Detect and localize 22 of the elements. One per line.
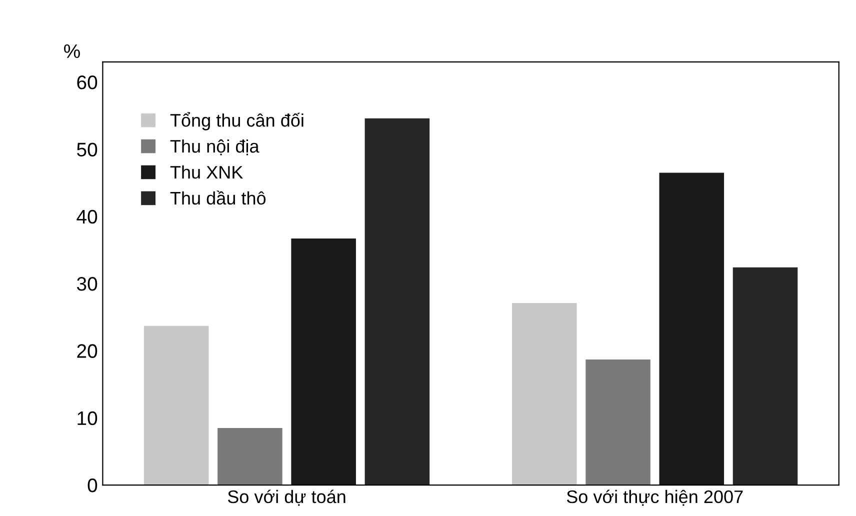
legend-label: Thu nội địa [170, 139, 260, 156]
y-tick-label: 10 [78, 411, 98, 426]
bar [364, 118, 430, 486]
bar [144, 326, 209, 486]
x-tick-label: So với thực hiện 2007 [566, 490, 743, 506]
y-tick-label: 0 [88, 478, 98, 492]
bar [659, 172, 724, 486]
bar [586, 359, 650, 486]
y-tick-label: 50 [77, 142, 98, 156]
bar [512, 303, 577, 486]
y-tick-label: 40 [76, 210, 98, 224]
legend-label: Tổng thu cân đối [170, 112, 304, 130]
x-tick-label: So với dự toán [228, 490, 346, 506]
y-tick-label: 30 [76, 277, 98, 291]
y-axis-title: % [64, 44, 80, 58]
y-tick-label: 60 [77, 76, 98, 90]
bar [291, 238, 356, 486]
bar [732, 267, 798, 486]
y-tick-label: 20 [77, 344, 98, 358]
bar [218, 428, 282, 486]
legend-label: Thu dầu thô [170, 190, 266, 205]
legend-label: Thu XNK [170, 165, 243, 179]
